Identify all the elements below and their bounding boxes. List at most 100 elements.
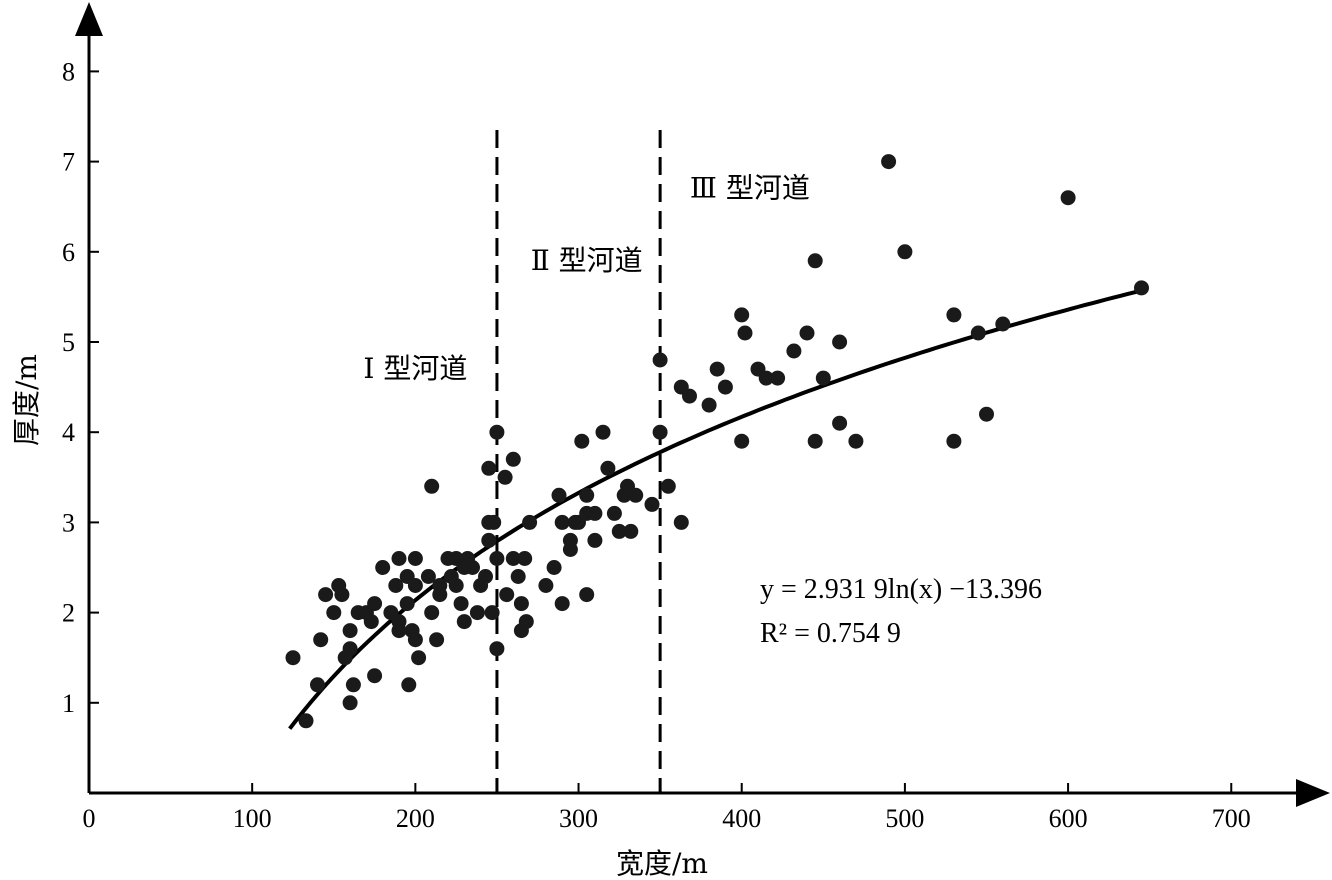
data-point: [420, 569, 436, 584]
data-point: [342, 623, 358, 639]
data-point: [367, 596, 383, 612]
data-point: [644, 496, 660, 512]
data-point: [628, 487, 644, 503]
data-point: [469, 605, 485, 621]
data-point: [388, 578, 404, 593]
data-point: [313, 632, 329, 648]
data-point: [399, 596, 415, 612]
data-point: [970, 325, 986, 341]
data-point: [424, 478, 440, 494]
data-point: [448, 578, 464, 593]
data-point: [562, 532, 578, 548]
data-point: [318, 587, 334, 603]
data-point: [411, 650, 427, 666]
y-tick-label: 4: [62, 418, 75, 447]
data-point: [391, 614, 407, 630]
data-point: [298, 713, 314, 729]
y-tick-label: 1: [62, 689, 75, 718]
data-point: [367, 668, 383, 684]
data-point: [478, 569, 493, 584]
data-point: [497, 469, 513, 485]
data-point: [538, 578, 554, 593]
data-point: [484, 605, 500, 621]
data-point: [881, 154, 897, 170]
region-label: Ⅱ 型河道: [531, 244, 643, 277]
fit-r-squared: R² = 0.754 9: [760, 618, 901, 649]
ticks: 0 100 200 300 400 500 600 700 1 2 3 4 5 6 7 8: [62, 57, 1251, 833]
y-tick-label: 2: [62, 599, 75, 628]
data-point: [848, 433, 864, 449]
data-point: [832, 415, 848, 431]
data-point: [734, 307, 750, 323]
data-point: [489, 424, 505, 440]
data-point: [660, 478, 676, 494]
data-point: [737, 325, 753, 341]
data-point: [505, 451, 521, 467]
data-point: [770, 370, 786, 386]
data-point: [554, 514, 570, 530]
data-point: [510, 569, 526, 584]
x-tick-label: 600: [1049, 804, 1088, 833]
y-axis-title: 厚度/m: [10, 354, 43, 446]
axes: [75, 2, 1330, 807]
data-point: [407, 578, 423, 593]
x-tick-label: 100: [233, 804, 272, 833]
data-point: [758, 370, 774, 386]
data-point: [546, 560, 562, 575]
data-point: [786, 343, 802, 359]
data-point: [489, 551, 505, 566]
data-point: [391, 551, 407, 566]
x-axis-title: 宽度/m: [616, 847, 708, 880]
data-point: [946, 307, 962, 323]
data-point: [481, 460, 497, 476]
data-point: [326, 605, 342, 621]
data-point: [611, 523, 627, 539]
data-point: [486, 514, 502, 530]
y-tick-label: 7: [62, 148, 75, 177]
data-point: [401, 677, 417, 693]
x-tick-label: 200: [396, 804, 435, 833]
data-point: [489, 641, 505, 657]
data-point: [1060, 190, 1076, 206]
data-point: [587, 505, 603, 521]
x-tick-label: 0: [83, 804, 96, 833]
data-point: [375, 560, 391, 575]
data-point: [342, 695, 358, 711]
data-point: [551, 487, 567, 503]
data-point: [481, 532, 497, 548]
y-tick-label: 5: [62, 328, 75, 357]
data-point: [701, 397, 717, 413]
region-label: Ⅰ 型河道: [363, 352, 467, 385]
region-dividers: [495, 130, 662, 793]
data-point: [465, 560, 480, 575]
data-point: [673, 514, 689, 530]
data-points: [285, 154, 1149, 729]
y-tick-label: 8: [62, 57, 75, 86]
data-point: [709, 361, 725, 377]
data-point: [505, 551, 521, 566]
y-axis-arrow: [75, 2, 103, 36]
data-point: [946, 433, 962, 449]
data-point: [499, 587, 515, 603]
data-point: [623, 523, 639, 539]
data-point: [807, 433, 823, 449]
x-tick-label: 700: [1212, 804, 1251, 833]
data-point: [995, 316, 1011, 332]
data-point: [574, 433, 590, 449]
data-point: [897, 244, 913, 260]
data-point: [342, 641, 358, 657]
data-point: [363, 614, 379, 630]
data-point: [717, 379, 733, 395]
data-point: [734, 433, 750, 449]
fit-equation: y = 2.931 9ln(x) −13.396: [760, 574, 1042, 605]
data-point: [432, 587, 448, 603]
data-point: [345, 677, 361, 693]
x-tick-label: 500: [885, 804, 924, 833]
data-point: [513, 596, 529, 612]
data-point: [517, 551, 533, 566]
region-labels: Ⅰ 型河道 Ⅱ 型河道 Ⅲ 型河道: [363, 172, 809, 385]
data-point: [579, 487, 595, 503]
data-point: [334, 587, 350, 603]
data-point: [587, 532, 603, 548]
